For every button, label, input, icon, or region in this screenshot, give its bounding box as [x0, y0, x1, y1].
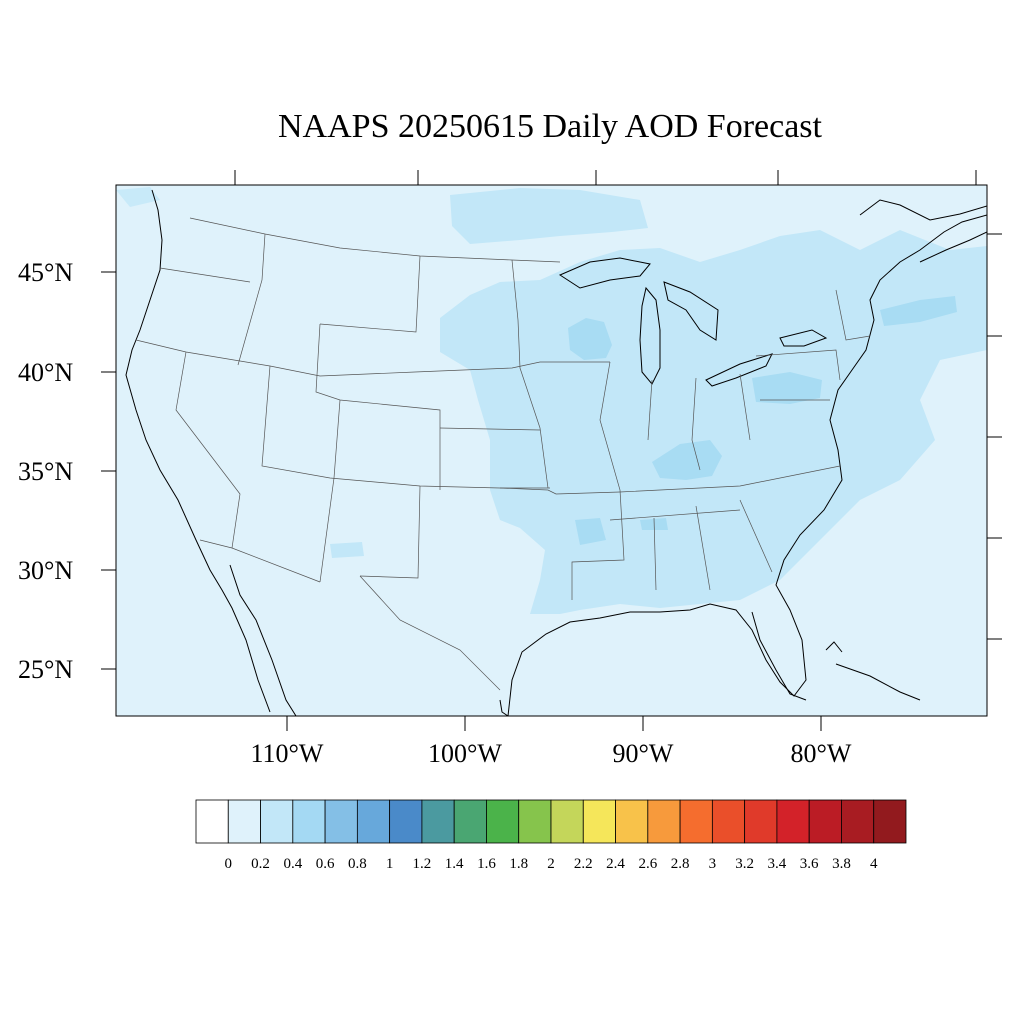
- colorbar-label: 1.8: [509, 856, 528, 872]
- lat-label-30: 30°N: [18, 556, 73, 585]
- colorbar-label: 1.2: [413, 856, 432, 872]
- colorbar-swatch: [550, 799, 584, 844]
- colorbar-label: 2.2: [574, 856, 593, 872]
- aod-field: [116, 187, 987, 614]
- colorbar-swatch: [486, 799, 520, 844]
- lat-label-40: 40°N: [18, 358, 73, 387]
- aod-region-kentucky: [652, 440, 722, 480]
- colorbar-swatch: [453, 799, 487, 844]
- colorbar-label: 3: [709, 856, 717, 872]
- lon-label-90w: 90°W: [613, 739, 674, 768]
- colorbar-swatch: [324, 799, 358, 844]
- florida-line: [751, 611, 807, 701]
- bahamas-line: [825, 641, 843, 653]
- colorbar-label: 0: [225, 856, 233, 872]
- aod-region-nm-patch: [330, 542, 364, 558]
- colorbar-label: 1.4: [445, 856, 464, 872]
- colorbar-swatch: [776, 799, 810, 844]
- colorbar-label: 1.6: [477, 856, 496, 872]
- lon-label-100w: 100°W: [428, 739, 502, 768]
- colorbar-swatch: [356, 799, 391, 844]
- west-coast-line: [125, 189, 271, 713]
- colorbar-swatch: [518, 799, 552, 844]
- baja-coast-line: [229, 564, 297, 716]
- nova-scotia-line: [919, 231, 987, 263]
- colorbar-swatch: [421, 799, 455, 844]
- top-ticks: [234, 170, 977, 185]
- colorbar-label: 2: [547, 856, 555, 872]
- colorbar-swatch: [227, 799, 261, 844]
- lon-label-80w: 80°W: [791, 739, 852, 768]
- colorbar-label: 2.4: [606, 856, 625, 872]
- state-boundaries: [135, 217, 871, 691]
- lake-huron: [663, 281, 719, 341]
- lat-label-45: 45°N: [18, 258, 73, 287]
- aod-region-canada: [450, 188, 648, 244]
- gulf-coast-line: [507, 214, 987, 716]
- colorbar-swatch: [711, 799, 746, 844]
- colorbar-label: 0.8: [348, 856, 367, 872]
- cuba-line: [835, 663, 921, 701]
- colorbar-swatch: [389, 799, 423, 844]
- lon-label-110w: 110°W: [251, 739, 324, 768]
- colorbar-swatch: [615, 799, 649, 844]
- right-ticks: [987, 233, 1002, 640]
- colorbar-labels: 0 0.2 0.4 0.6 0.8 1 1.2 1.4 1.6 1.8 2 2.2 2.4 2.6 2.8 3…: [225, 856, 878, 872]
- colorbar-swatch: [808, 799, 842, 844]
- plot-frame: [115, 184, 988, 717]
- left-ticks: [101, 271, 116, 670]
- map-title: NAAPS 20250615 Daily AOD Forecast: [278, 108, 822, 145]
- colorbar-swatch: [195, 799, 229, 844]
- colorbar-label: 2.8: [671, 856, 690, 872]
- colorbar-label: 1: [386, 856, 394, 872]
- colorbar-swatch: [582, 799, 616, 844]
- lake-ontario: [779, 329, 828, 347]
- lat-label-25: 25°N: [18, 655, 73, 684]
- colorbar: [195, 799, 907, 844]
- colorbar-swatch: [260, 799, 294, 844]
- colorbar-label: 4: [870, 856, 878, 872]
- colorbar-swatch: [647, 799, 681, 844]
- aod-region-arkansas-patch: [575, 518, 606, 545]
- colorbar-label: 3.4: [768, 856, 787, 872]
- colorbar-label: 3.8: [832, 856, 851, 872]
- colorbar-label: 2.6: [638, 856, 657, 872]
- mexico-coast-line: [499, 699, 509, 716]
- colorbar-label: 3.6: [800, 856, 819, 872]
- lon-labels: 110°W 100°W 90°W 80°W: [251, 739, 852, 768]
- aod-region-wisconsin: [568, 318, 612, 360]
- lat-labels: 45°N 40°N 35°N 30°N 25°N: [18, 258, 73, 684]
- lake-superior: [558, 257, 651, 289]
- colorbar-label: 0.2: [251, 856, 270, 872]
- colorbar-swatch: [744, 799, 778, 844]
- colorbar-swatch: [292, 799, 326, 844]
- bottom-ticks: [286, 716, 822, 731]
- lat-label-35: 35°N: [18, 457, 73, 486]
- aod-region-pennsylvania: [752, 372, 822, 404]
- colorbar-label: 0.6: [316, 856, 335, 872]
- coastlines: [125, 189, 987, 716]
- us-canada-border: [189, 217, 561, 263]
- colorbar-swatch: [873, 799, 907, 844]
- aod-region-nw-coast: [116, 187, 160, 207]
- lake-erie: [705, 353, 773, 387]
- colorbar-label: 0.4: [283, 856, 302, 872]
- aod-region-atlantic: [880, 296, 957, 326]
- colorbar-swatch: [841, 799, 875, 844]
- maritime-coast-line: [859, 199, 987, 221]
- colorbar-label: 3.2: [735, 856, 754, 872]
- colorbar-swatch: [679, 799, 713, 844]
